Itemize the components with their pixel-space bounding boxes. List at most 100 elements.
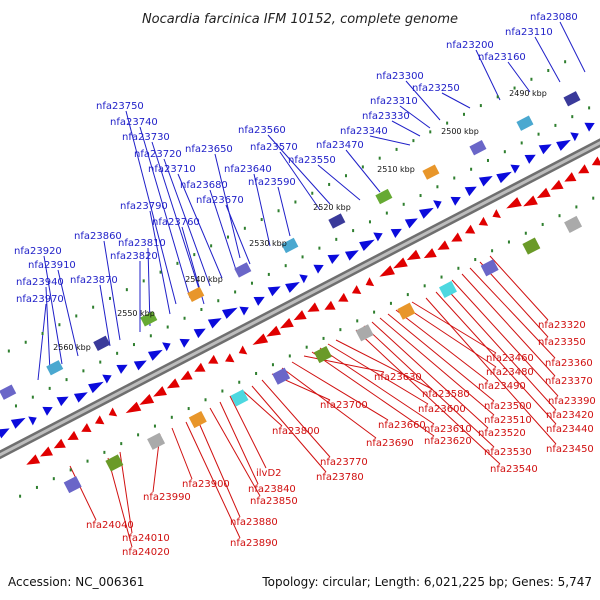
forward-gene-arrow bbox=[221, 307, 238, 319]
forward-gene-arrow bbox=[556, 139, 571, 151]
reverse-gene-domain bbox=[313, 345, 332, 364]
reverse-gene-arrow bbox=[437, 240, 450, 250]
gene-label: nfa23920 bbox=[14, 246, 62, 257]
gene-label: nfa23440 bbox=[546, 424, 594, 435]
gene-label: nfa23370 bbox=[545, 376, 593, 387]
forward-gene-arrow bbox=[404, 218, 418, 229]
reverse-gene-arrow bbox=[379, 265, 395, 277]
kbp-tick-label: 2510 kbp bbox=[377, 165, 415, 174]
reverse-gene-domain bbox=[522, 237, 541, 255]
reverse-gene-arrow bbox=[591, 156, 600, 166]
forward-gene-domain bbox=[469, 139, 487, 156]
gene-label: nfa23560 bbox=[238, 125, 286, 136]
gene-label: nfa23670 bbox=[196, 195, 244, 206]
reverse-gene-arrow bbox=[506, 197, 522, 209]
gene-label: nfa23320 bbox=[538, 320, 586, 331]
gene-label: nfa23850 bbox=[250, 496, 298, 507]
gene-label: nfa23600 bbox=[418, 404, 466, 415]
reverse-gene-arrow bbox=[324, 300, 336, 310]
forward-gene-domain bbox=[0, 384, 17, 400]
forward-gene-arrow bbox=[0, 428, 10, 439]
forward-gene-arrow bbox=[56, 396, 69, 407]
reverse-gene-arrow bbox=[338, 292, 349, 302]
gene-label: nfa23970 bbox=[16, 294, 64, 305]
forward-gene-arrow bbox=[478, 176, 493, 187]
gene-label: nfa23570 bbox=[250, 142, 298, 153]
reverse-gene-arrow bbox=[478, 216, 489, 226]
gene-label: nfa23460 bbox=[486, 353, 534, 364]
reverse-gene-domain bbox=[105, 454, 124, 472]
reverse-gene-arrow bbox=[180, 370, 193, 381]
gene-features bbox=[0, 91, 600, 494]
gene-label: nfa23750 bbox=[96, 101, 144, 112]
gene-label: nfa23700 bbox=[320, 400, 368, 411]
gene-label: nfa23900 bbox=[182, 479, 230, 490]
forward-gene-arrow bbox=[88, 381, 104, 394]
gene-label: nfa23810 bbox=[118, 238, 166, 249]
forward-gene-arrow bbox=[42, 406, 53, 416]
gene-label: nfa23080 bbox=[530, 12, 578, 23]
gene-label: nfa23530 bbox=[484, 447, 532, 458]
gene-label: nfa23740 bbox=[110, 117, 158, 128]
gene-label: nfa23880 bbox=[230, 517, 278, 528]
gene-label: nfa23760 bbox=[152, 217, 200, 228]
gene-label: nfa23160 bbox=[478, 52, 526, 63]
genome-summary-text: Topology: circular; Length: 6,021,225 bp… bbox=[261, 575, 592, 589]
gene-label: nfa23820 bbox=[110, 251, 158, 262]
gene-label: nfa23730 bbox=[122, 132, 170, 143]
reverse-gene-arrow bbox=[564, 172, 577, 182]
gene-label: nfa23720 bbox=[134, 149, 182, 160]
map-title: Nocardia farcinica IFM 10152, complete g… bbox=[142, 12, 458, 27]
reverse-gene-arrow bbox=[550, 179, 564, 190]
gene-label: nfa24010 bbox=[122, 533, 170, 544]
forward-gene-arrow bbox=[116, 364, 128, 374]
reverse-gene-arrow bbox=[40, 446, 53, 457]
gene-label: ilvD2 bbox=[256, 468, 282, 479]
reverse-gene-arrow bbox=[307, 302, 320, 312]
genome-backbone bbox=[0, 138, 600, 460]
forward-gene-domain bbox=[187, 286, 205, 303]
kbp-ticks: 2490 kbp 2500 kbp 2510 kbp 2520 kbp 2530 kbp… bbox=[53, 89, 547, 352]
forward-gene-domain bbox=[328, 213, 346, 229]
gene-label: nfa23110 bbox=[505, 27, 553, 38]
reverse-gene-arrow bbox=[351, 285, 362, 294]
reverse-gene-domain bbox=[564, 215, 583, 233]
forward-gene-arrow bbox=[373, 232, 383, 242]
gene-label: nfa23540 bbox=[490, 464, 538, 475]
gene-label: nfa23780 bbox=[316, 472, 364, 483]
gene-label: nfa23660 bbox=[378, 420, 426, 431]
reverse-gene-arrow bbox=[26, 454, 41, 465]
reverse-gene-arrow bbox=[238, 345, 248, 355]
gene-label: nfa23200 bbox=[446, 40, 494, 51]
forward-gene-arrow bbox=[207, 318, 222, 329]
forward-gene-domain bbox=[281, 237, 299, 254]
forward-gene-arrow bbox=[10, 417, 26, 429]
reverse-gene-arrow bbox=[365, 277, 375, 287]
forward-gene-arrow bbox=[524, 154, 536, 164]
reverse-gene-domain bbox=[355, 324, 374, 342]
gene-label: nfa23690 bbox=[366, 438, 414, 449]
reverse-gene-arrow bbox=[166, 378, 180, 389]
kbp-tick-label: 2530 kbp bbox=[249, 239, 287, 248]
reverse-gene-arrow bbox=[393, 257, 408, 269]
reverse-gene-domain bbox=[480, 259, 499, 277]
reverse-gene-domain bbox=[397, 302, 416, 320]
gene-label: nfa23590 bbox=[248, 177, 296, 188]
forward-gene-arrow bbox=[133, 360, 147, 371]
gene-label: nfa24020 bbox=[122, 547, 170, 558]
gene-label: nfa23870 bbox=[70, 275, 118, 286]
forward-gene-arrow bbox=[285, 281, 300, 293]
gene-label: nfa23940 bbox=[16, 277, 64, 288]
reverse-gene-arrow bbox=[266, 325, 281, 337]
gene-label: nfa23680 bbox=[180, 180, 228, 191]
reverse-gene-arrow bbox=[139, 393, 155, 405]
forward-gene-domain bbox=[46, 360, 64, 376]
kbp-tick-label: 2540 kbp bbox=[185, 275, 223, 284]
forward-gene-arrow bbox=[28, 416, 37, 426]
gene-label: nfa23990 bbox=[143, 492, 191, 503]
reverse-gene-arrow bbox=[108, 407, 118, 417]
gene-label: nfa23480 bbox=[486, 367, 534, 378]
gene-label: nfa23330 bbox=[362, 111, 410, 122]
reverse-gene-arrow bbox=[492, 209, 501, 218]
kbp-tick-label: 2520 kbp bbox=[313, 203, 351, 212]
